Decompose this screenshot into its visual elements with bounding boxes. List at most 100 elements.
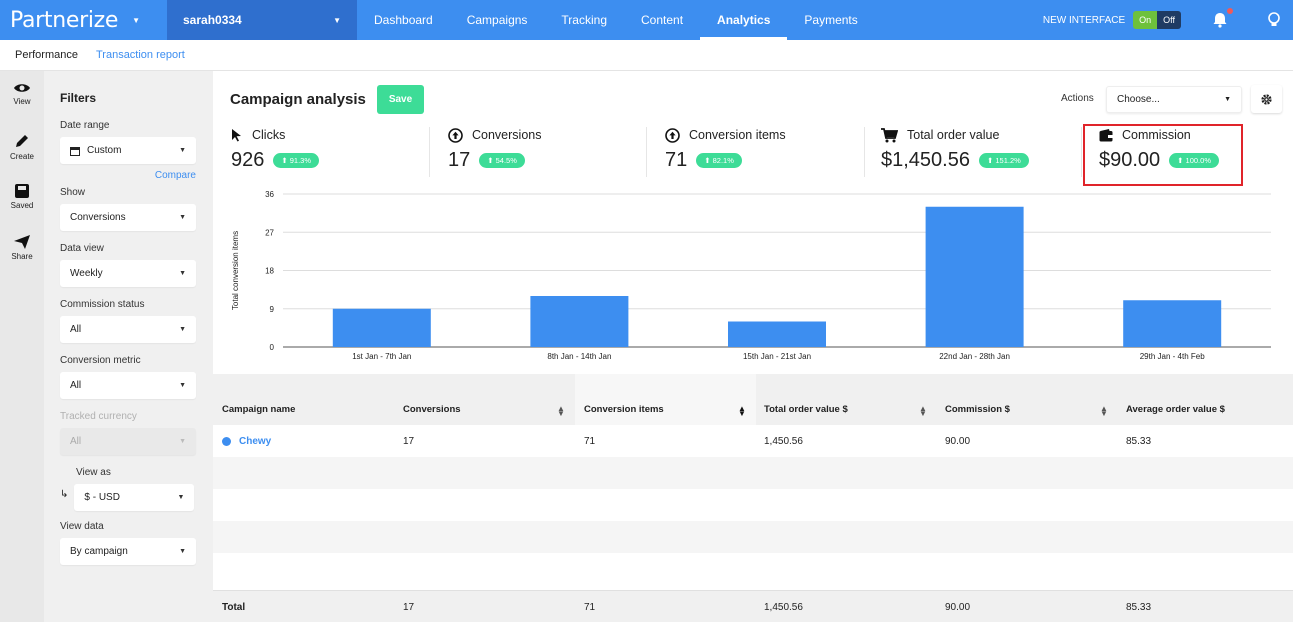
divider [1081,127,1082,177]
y-tick-label: 9 [270,305,275,314]
rail-view[interactable]: View [0,71,44,122]
metric-conversion-items: Conversion items 71 ⬆ 82.1% [665,125,786,181]
tab-performance[interactable]: Performance [15,49,78,61]
bar [332,308,431,347]
metric-total-order-value: Total order value $1,450.56 ⬆ 151.2% [881,125,1029,181]
x-tick-label: 8th Jan - 14th Jan [547,352,611,361]
metric-value: 17 [448,149,471,171]
x-tick-label: 29th Jan - 4th Feb [1140,352,1205,361]
bar [530,296,629,347]
bar [728,321,826,347]
cell-commission: 90.00 [945,435,971,447]
col-conversion-items[interactable]: Conversion items [584,404,664,415]
total-row: Total 17 71 1,450.56 90.00 85.33 [213,590,1293,622]
filters-title: Filters [60,91,97,105]
conversion-metric-select[interactable]: All ▼ [60,372,196,399]
caret-down-icon: ▼ [179,147,186,154]
x-tick-label: 22nd Jan - 28th Jan [939,352,1010,361]
metrics-row: Clicks 926 ⬆ 91.3% Conversions 17 ⬆ 54.5% … [213,125,1293,185]
tracked-currency-value: All [70,436,82,447]
table-row: Chewy 17 71 1,450.56 90.00 85.33 [213,425,1293,457]
date-range-value: Custom [87,145,122,156]
lightbulb-icon[interactable] [1265,11,1283,29]
sort-icon[interactable]: ▲ ▼ [557,404,565,418]
notifications-icon[interactable] [1211,8,1233,29]
gear-icon [1261,93,1272,105]
sort-icon[interactable]: ▲ ▼ [1100,404,1108,418]
view-as-label: View as [76,467,111,478]
nav-analytics[interactable]: Analytics [700,0,788,40]
col-commission[interactable]: Commission $ [945,404,1010,415]
settings-button[interactable] [1251,85,1282,113]
return-arrow-icon: ↳ [60,489,69,500]
cell-conversion-items: 71 [584,435,596,447]
eye-icon [14,84,30,92]
rail-saved[interactable]: Saved [0,173,44,224]
rail-share[interactable]: Share [0,224,44,275]
empty-row [213,457,1293,489]
x-tick-label: 1st Jan - 7th Jan [352,352,411,361]
cell-total-order-value: 1,450.56 [764,435,803,447]
caret-down-icon: ▼ [179,214,186,221]
pencil-icon [16,135,28,147]
bar-chart: 0 9 18 27 36 1st Jan - 7th Jan 8th Jan - 14th … [213,185,1293,371]
campaign-link[interactable]: Chewy [222,436,271,447]
rail-create[interactable]: Create [0,122,44,173]
toggle-on[interactable]: On [1133,11,1158,29]
empty-row [213,553,1293,585]
chevron-down-icon: ▼ [333,15,341,25]
view-as-value: $ - USD [84,492,120,503]
col-total-order-value[interactable]: Total order value $ [764,404,848,415]
nav-dashboard[interactable]: Dashboard [374,13,433,27]
divider [646,127,647,177]
show-select[interactable]: Conversions ▼ [60,204,196,231]
sort-icon[interactable]: ▲ ▼ [919,404,927,418]
metric-value: 71 [665,149,688,171]
show-label: Show [60,187,86,198]
sub-nav: Performance Transaction report [0,40,1293,71]
total-order-value: 1,450.56 [764,601,803,613]
col-conversions[interactable]: Conversions [403,404,461,415]
change-badge: ⬆ 82.1% [696,153,742,168]
tab-transaction-report[interactable]: Transaction report [95,49,185,61]
nav-payments[interactable]: Payments [804,13,858,27]
commission-status-select[interactable]: All ▼ [60,316,196,343]
total-average-order-value: 85.33 [1126,601,1152,613]
toggle-off[interactable]: Off [1157,11,1181,29]
change-badge: ⬆ 151.2% [978,153,1029,168]
empty-row [213,489,1293,521]
metric-value: 926 [231,149,265,171]
compare-link[interactable]: Compare [154,170,196,181]
chevron-down-icon: ▼ [132,15,141,25]
nav-content[interactable]: Content [641,13,684,27]
y-tick-label: 36 [265,190,274,199]
chart-svg: 0 9 18 27 36 1st Jan - 7th Jan 8th Jan - 14th … [231,190,1271,361]
save-button[interactable]: Save [377,85,424,114]
cursor-icon [232,129,241,142]
logo: Partnerize [10,7,119,33]
nav-campaigns[interactable]: Campaigns [466,13,528,27]
campaign-table: Campaign name Conversions ▲ ▼ Conversion … [213,374,1293,622]
nav-tracking[interactable]: Tracking [561,13,607,27]
account-switcher[interactable]: sarah0334 ▼ [167,0,357,40]
change-badge: ⬆ 100.0% [1169,153,1219,168]
new-interface-toggle[interactable]: On Off [1133,11,1181,29]
commission-highlight-box [1083,124,1243,186]
brand-switcher[interactable]: Partnerize ▼ [0,0,167,40]
actions-select[interactable]: Choose... ▼ [1106,86,1242,113]
col-campaign-name[interactable]: Campaign name [222,404,296,415]
wallet-icon [1099,128,1113,141]
bar [1123,300,1222,347]
top-bar: Partnerize ▼ sarah0334 ▼ Dashboard Campa… [0,0,1293,40]
col-average-order-value[interactable]: Average order value $ [1126,404,1225,415]
divider [429,127,430,177]
view-as-select[interactable]: $ - USD ▼ [74,484,195,511]
date-range-select[interactable]: Custom ▼ [60,137,196,164]
caret-down-icon: ▼ [179,548,186,555]
view-data-label: View data [60,521,104,532]
rail-create-label: Create [9,152,34,161]
view-data-select[interactable]: By campaign ▼ [60,538,196,565]
sort-icon[interactable]: ▲ ▼ [738,404,746,418]
data-view-select[interactable]: Weekly ▼ [60,260,196,287]
metric-conversions: Conversions 17 ⬆ 54.5% [448,125,541,181]
